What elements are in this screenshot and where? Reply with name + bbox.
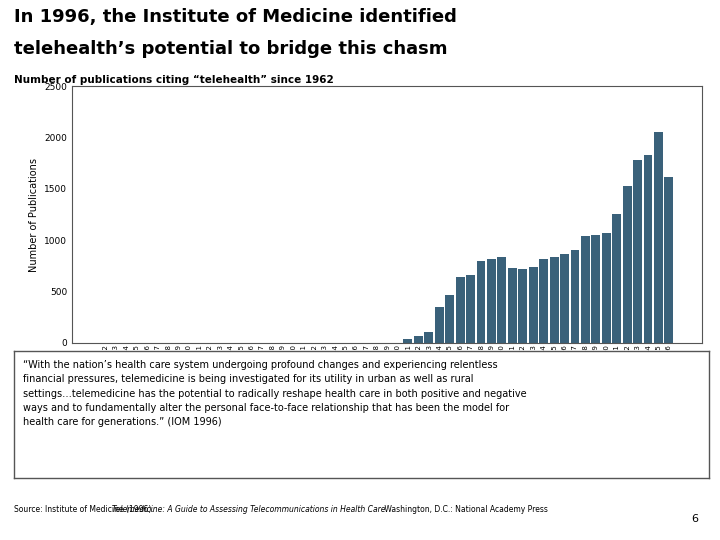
Bar xyxy=(528,267,538,343)
Bar xyxy=(581,236,590,343)
Text: Number of publications citing “telehealth” since 1962: Number of publications citing “telehealt… xyxy=(14,75,334,85)
Text: In 1996, the Institute of Medicine identified: In 1996, the Institute of Medicine ident… xyxy=(14,8,457,26)
Bar xyxy=(498,256,506,343)
Bar xyxy=(487,259,496,343)
Bar xyxy=(456,277,464,343)
Bar xyxy=(623,186,631,343)
Bar xyxy=(508,268,517,343)
Bar xyxy=(602,233,611,343)
Bar xyxy=(549,256,559,343)
Bar xyxy=(644,155,652,343)
Bar xyxy=(435,307,444,343)
Text: Telemedicine: A Guide to Assessing Telecommunications in Health Care: Telemedicine: A Guide to Assessing Telec… xyxy=(112,505,385,514)
Bar xyxy=(665,177,673,343)
Text: telehealth’s potential to bridge this chasm: telehealth’s potential to bridge this ch… xyxy=(14,40,448,58)
Bar xyxy=(414,336,423,343)
Bar xyxy=(654,132,663,343)
Bar xyxy=(445,295,454,343)
Y-axis label: Number of Publications: Number of Publications xyxy=(29,158,39,272)
Bar xyxy=(570,249,580,343)
Bar xyxy=(477,261,485,343)
Bar xyxy=(539,259,548,343)
X-axis label: Year: Year xyxy=(373,367,401,376)
Bar xyxy=(424,332,433,343)
Bar xyxy=(403,339,413,343)
Text: “With the nation’s health care system undergoing profound changes and experienci: “With the nation’s health care system un… xyxy=(23,360,526,428)
Bar xyxy=(466,275,475,343)
Text: 6: 6 xyxy=(691,514,698,524)
Bar xyxy=(612,214,621,343)
Bar xyxy=(518,269,527,343)
Bar xyxy=(633,160,642,343)
Bar xyxy=(591,235,600,343)
Bar xyxy=(560,254,569,343)
Text: Washington, D.C.: National Academy Press: Washington, D.C.: National Academy Press xyxy=(382,505,547,514)
Text: Source: Institute of Medicine (1996).: Source: Institute of Medicine (1996). xyxy=(14,505,156,514)
